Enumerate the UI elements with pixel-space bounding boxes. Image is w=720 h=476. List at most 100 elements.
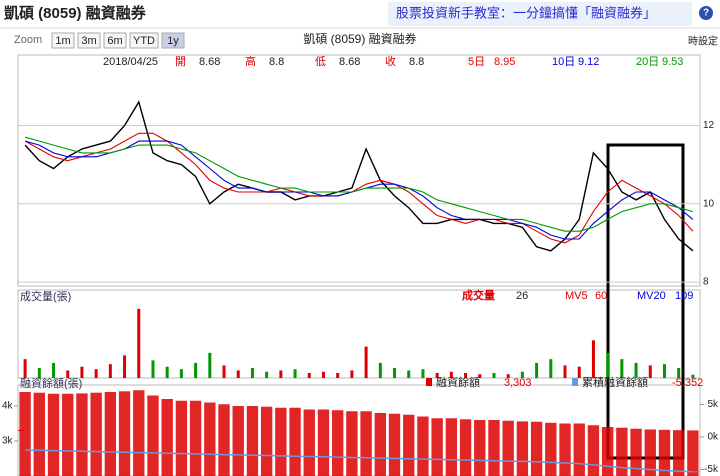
- margin-bar: [374, 413, 386, 476]
- margin-bar: [204, 402, 216, 476]
- volume-bar: [293, 369, 297, 378]
- zoom-button[interactable]: [129, 32, 159, 49]
- margin-bar: [630, 428, 642, 476]
- margin-bar: [118, 391, 131, 476]
- y-tick-label: 10: [703, 198, 715, 209]
- volume-bar: [250, 367, 254, 378]
- ma-line: [24, 136, 694, 232]
- volume-bar: [236, 370, 240, 378]
- ohlc-value: 8.68: [339, 56, 360, 68]
- volume-bar: [94, 369, 98, 378]
- settings[interactable]: 時設定: [688, 35, 718, 48]
- volume-bar: [662, 364, 666, 378]
- ohlc-label: 高: [245, 54, 256, 68]
- margin-bar: [275, 407, 287, 476]
- legend-swatch: [426, 378, 432, 386]
- legend-value: 109: [675, 290, 693, 302]
- legend-name: 5日: [468, 56, 485, 68]
- volume-bar: [137, 308, 141, 378]
- volume-bar: [279, 370, 283, 378]
- volume-bar: [606, 352, 610, 378]
- link-box[interactable]: [388, 2, 692, 26]
- margin-bar: [360, 411, 372, 476]
- zoom-button-label[interactable]: 6m: [107, 35, 122, 47]
- help-text[interactable]: ?: [703, 8, 709, 19]
- volume-bar: [677, 367, 681, 378]
- margin-bar: [644, 429, 656, 476]
- volume-bar: [520, 371, 524, 378]
- zoom-button[interactable]: [103, 32, 127, 49]
- margin-bar: [573, 423, 585, 476]
- ohlc-value: 8.68: [199, 56, 220, 68]
- volume-bar: [364, 346, 368, 378]
- volume-bar: [648, 365, 652, 378]
- volume-bar: [393, 367, 397, 378]
- volume-bar: [563, 365, 567, 378]
- y-tick-label: 3k: [2, 436, 14, 447]
- price-frame: [17, 54, 701, 287]
- ohlc-value: 8.8: [269, 56, 284, 68]
- volume-bar: [691, 374, 695, 378]
- ohlc-label: 低: [315, 55, 326, 68]
- volume-bar: [194, 362, 198, 378]
- lesson-link[interactable]: 股票投資新手教室：一分鐘搞懂「融資融券」: [396, 5, 656, 20]
- margin-bar: [303, 409, 315, 476]
- legend-name: 20日: [636, 56, 659, 68]
- page-title: 凱碩 (8059) 融資融券: [4, 4, 147, 22]
- legend-value: 60: [595, 290, 607, 302]
- volume-bar: [634, 362, 638, 378]
- margin-bar: [673, 430, 685, 476]
- zoom-button-label[interactable]: 1m: [55, 35, 70, 47]
- margin-title: 融資餘額(張): [20, 376, 82, 390]
- volume-bar: [307, 372, 311, 378]
- volume-bar: [350, 370, 354, 378]
- legend-value: 26: [516, 290, 528, 302]
- margin-bar: [403, 414, 415, 476]
- volume-bar: [265, 371, 269, 378]
- volume-bar: [52, 362, 56, 378]
- margin-bar: [431, 418, 443, 476]
- volume-bar: [449, 371, 453, 378]
- volume-bar: [577, 366, 581, 378]
- legend-value: 8.95: [494, 56, 515, 68]
- help-icon[interactable]: [699, 6, 713, 20]
- volume-bar: [208, 352, 212, 378]
- margin-bar: [502, 420, 514, 476]
- ohlc-label: 開: [175, 55, 186, 68]
- volume-bar: [66, 370, 70, 378]
- legend-value: -5,352: [672, 377, 703, 389]
- margin-bar: [388, 413, 401, 476]
- margin-bar: [104, 392, 117, 476]
- zoom-button-label[interactable]: YTD: [133, 35, 155, 47]
- zoom-button[interactable]: [51, 32, 75, 49]
- zoom-button-label[interactable]: 3m: [81, 35, 96, 47]
- volume-frame: [17, 289, 701, 379]
- volume-bar: [321, 371, 325, 378]
- margin-bar: [289, 407, 301, 476]
- margin-bar: [445, 418, 458, 476]
- margin-bar: [189, 400, 202, 476]
- zoom-button-label[interactable]: 1y: [167, 35, 179, 47]
- legend-name: MV5: [565, 290, 588, 302]
- y-tick-label: 4k: [2, 401, 14, 412]
- zoom-button[interactable]: [161, 32, 185, 49]
- margin-bar: [260, 406, 273, 476]
- volume-bar: [478, 374, 482, 378]
- volume-bar: [80, 366, 84, 378]
- volume-bar: [506, 374, 510, 378]
- volume-bar: [535, 362, 539, 378]
- volume-bar: [37, 367, 41, 378]
- volume-bar: [108, 364, 112, 378]
- margin-bar: [417, 416, 429, 476]
- zoom-label: Zoom: [14, 34, 42, 46]
- margin-bar: [687, 430, 699, 476]
- y-tick-label: 12: [703, 120, 715, 131]
- legend-name: 成交量: [462, 288, 495, 302]
- zoom-button[interactable]: [77, 32, 101, 49]
- y2-tick-label: 0k: [707, 432, 719, 443]
- margin-bar: [317, 409, 330, 476]
- margin-bar: [488, 420, 500, 476]
- margin-bar: [545, 422, 557, 476]
- margin-bar: [90, 392, 102, 476]
